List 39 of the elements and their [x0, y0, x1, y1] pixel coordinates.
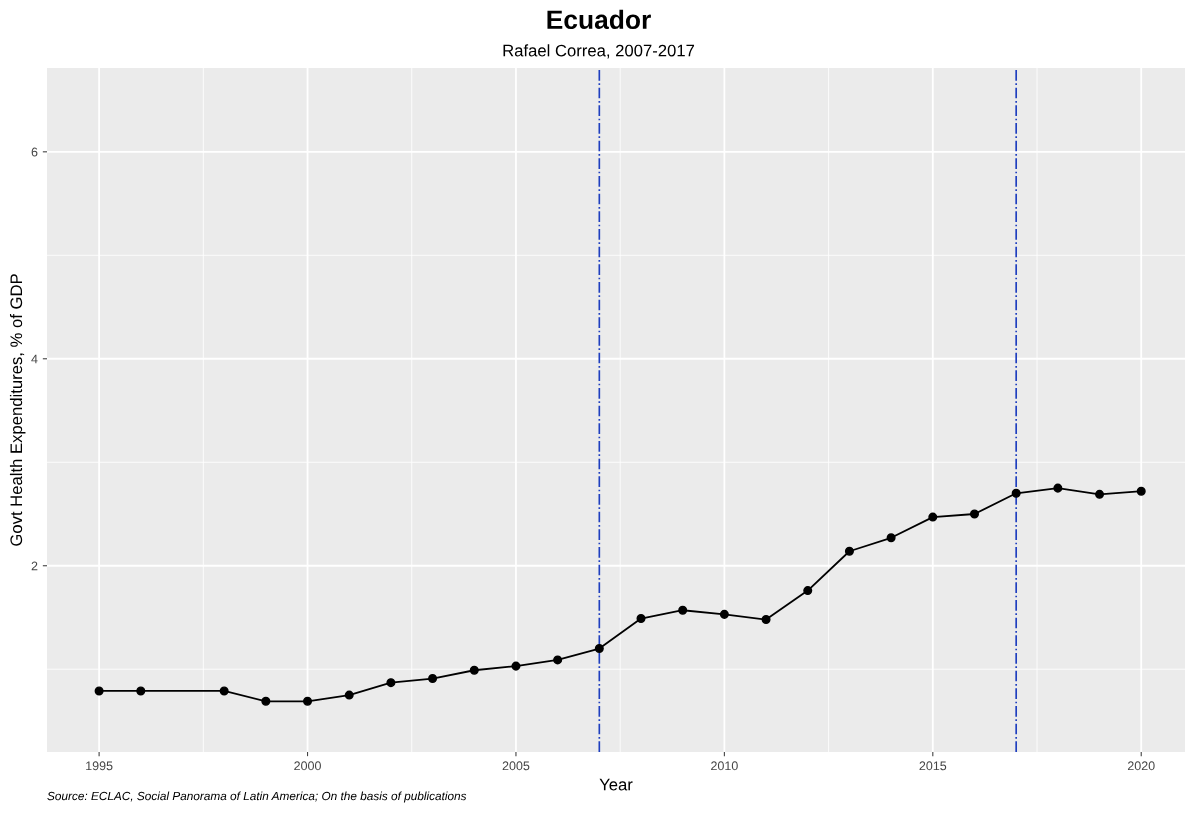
point: [344, 690, 354, 700]
point: [469, 665, 479, 675]
point: [594, 644, 604, 654]
point: [553, 655, 563, 665]
y-axis-title: Govt Health Expenditures, % of GDP: [9, 274, 26, 546]
point: [761, 615, 771, 625]
point: [219, 686, 229, 696]
x-tick-label: 2015: [919, 761, 947, 771]
point: [136, 686, 146, 696]
point: [1011, 488, 1021, 498]
point: [94, 686, 104, 696]
point: [928, 512, 938, 522]
chart-subtitle: Rafael Correa, 2007-2017: [503, 44, 695, 59]
point: [844, 546, 854, 556]
point: [1136, 486, 1146, 496]
x-tick-label: 2005: [502, 761, 530, 771]
point: [1095, 489, 1105, 499]
chart-title: Ecuador: [547, 9, 651, 30]
x-tick-label: 1995: [86, 761, 113, 771]
source-note: Source: ECLAC, Social Panorama of Latin America; On the basis of publications: [47, 791, 467, 803]
point: [261, 696, 271, 706]
y-tick-label: 4: [31, 354, 38, 364]
point: [511, 661, 521, 671]
point: [386, 678, 396, 688]
x-tick-label: 2000: [294, 761, 321, 771]
y-tick-label: 6: [31, 147, 38, 157]
point: [969, 509, 980, 519]
point: [678, 605, 688, 615]
point: [886, 533, 896, 543]
x-tick-label: 2010: [711, 761, 738, 771]
point: [719, 609, 729, 619]
x-axis-title: Year: [599, 778, 633, 791]
point: [636, 613, 646, 624]
y-tick-label: 2: [31, 561, 38, 571]
point: [803, 586, 813, 596]
point: [1053, 483, 1063, 493]
point: [303, 696, 313, 706]
point: [428, 674, 438, 684]
x-tick-label: 2020: [1127, 761, 1155, 771]
